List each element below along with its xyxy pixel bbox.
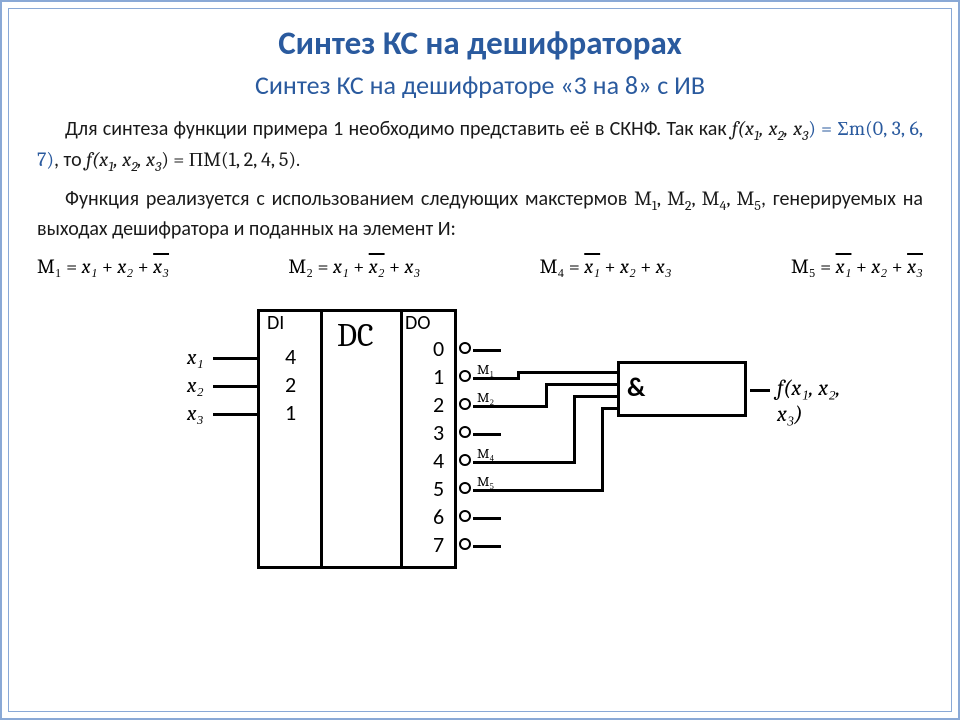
output-wire [750, 389, 770, 392]
output-num-1: 1 [433, 363, 444, 390]
m-label-1: M₁ [477, 361, 494, 379]
pi-expr: ) = ΠM(1, 2, 4, 5). [161, 148, 300, 171]
route-v-4 [573, 395, 576, 464]
input-weight-0: 4 [285, 343, 296, 370]
f-sigma: f(x1, x2, x3 [732, 117, 808, 140]
output-label: f(x₁, x₂, x₃) [777, 375, 857, 427]
page-subtitle: Синтез КС на дешифраторе «3 на 8» с ИВ [37, 69, 923, 101]
slide-frame-inner: Синтез КС на дешифраторах Синтез КС на д… [8, 8, 952, 712]
maxterm-m1: M₁ = x₁ + x₂ + x₃ [37, 255, 169, 279]
output-num-2: 2 [433, 391, 444, 418]
route-h1-5 [501, 489, 601, 492]
output-stub-0 [473, 349, 501, 352]
output-bubble-4 [459, 454, 471, 466]
output-num-7: 7 [433, 531, 444, 558]
slide-frame-outer: Синтез КС на дешифраторах Синтез КС на д… [0, 0, 960, 720]
output-stub-3 [473, 433, 501, 436]
input-weight-2: 1 [285, 399, 296, 426]
output-bubble-0 [459, 342, 471, 354]
route-h2-1 [517, 371, 617, 374]
dc-divider-2 [400, 312, 403, 566]
input-wire-2 [213, 413, 257, 416]
f-pi: f(x1, x2, x3 [86, 148, 161, 171]
output-bubble-1 [459, 370, 471, 382]
route-h1-4 [501, 461, 573, 464]
maxterm-m5: M₅ = x₁ + x₂ + x₃ [791, 255, 923, 279]
p1-text-a: Для синтеза функции примера 1 необходимо… [65, 117, 732, 141]
paragraph-2: Функция реализуется с использованием сле… [37, 185, 923, 243]
input-wire-1 [213, 385, 257, 388]
input-wire-0 [213, 357, 257, 360]
circuit-diagram: DC DI DO & f(x₁, x₂, x₃) x₁4x₂2x₃1012345… [157, 299, 857, 599]
p1-text-b: , то [54, 148, 86, 172]
m-label-4: M₄ [477, 445, 494, 463]
input-label-0: x₁ [187, 345, 204, 370]
di-header: DI [267, 311, 284, 335]
output-num-3: 3 [433, 419, 444, 446]
paragraph-1: Для синтеза функции примера 1 необходимо… [37, 115, 923, 177]
route-v-5 [601, 407, 604, 492]
do-header: DO [405, 311, 431, 335]
input-label-2: x₃ [187, 401, 204, 426]
route-h1-2 [501, 405, 545, 408]
input-weight-1: 2 [285, 371, 296, 398]
output-bubble-5 [459, 482, 471, 494]
output-bubble-3 [459, 426, 471, 438]
route-h2-2 [545, 383, 617, 386]
page-title: Синтез КС на дешифраторах [37, 23, 923, 63]
route-h2-4 [573, 395, 617, 398]
maxterm-m4: M₄ = x₁ + x₂ + x₃ [540, 255, 672, 279]
output-num-0: 0 [433, 335, 444, 362]
route-h1-1 [501, 377, 517, 380]
route-v-2 [545, 383, 548, 408]
route-h2-5 [601, 407, 617, 410]
dc-divider-1 [320, 312, 323, 566]
output-stub-7 [473, 545, 501, 548]
output-num-4: 4 [433, 447, 444, 474]
output-bubble-6 [459, 510, 471, 522]
maxterm-m2: M₂ = x₁ + x₂ + x₃ [288, 255, 420, 279]
output-num-5: 5 [433, 475, 444, 502]
maxterms-row: M₁ = x₁ + x₂ + x₃ M₂ = x₁ + x₂ + x₃ M₄ =… [37, 255, 923, 279]
input-label-1: x₂ [187, 373, 204, 398]
m-label-5: M₅ [477, 473, 494, 491]
p2-text-a: Функция реализуется с использованием сле… [65, 187, 634, 211]
dc-title: DC [337, 317, 374, 354]
output-bubble-7 [459, 538, 471, 550]
output-num-6: 6 [433, 503, 444, 530]
and-label: & [627, 371, 645, 403]
output-bubble-2 [459, 398, 471, 410]
output-stub-6 [473, 517, 501, 520]
m-label-2: M₂ [477, 389, 494, 407]
